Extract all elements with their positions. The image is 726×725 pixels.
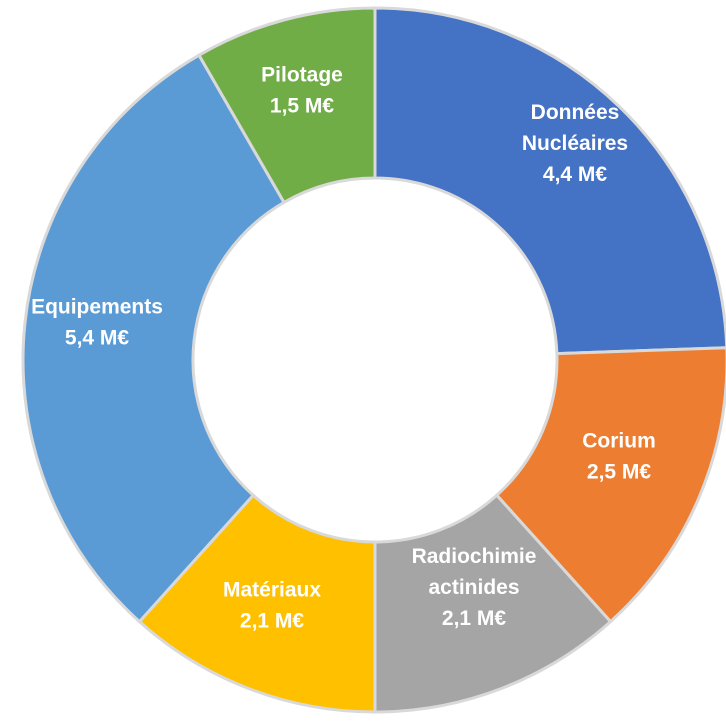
slice-pilotage — [197, 6, 377, 204]
labels-group: Données Nucléaires 4,4 M€ Corium 2,5 M€ Radio… — [31, 64, 656, 633]
slice-corium — [495, 346, 726, 624]
slice-label-line: Corium — [582, 430, 656, 453]
slice-label-line: Equipements — [31, 296, 163, 319]
slice-mat-riaux — [137, 493, 377, 714]
slice-label: Matériaux 2,1 M€ — [223, 579, 321, 633]
slice-label-line: 2,1 M€ — [240, 610, 305, 633]
slice-label: Radiochimie actinides 2,1 M€ — [412, 545, 537, 630]
slice-label: Pilotage 1,5 M€ — [261, 64, 343, 118]
slice-label-line: Données — [531, 101, 620, 124]
slice-label-line: 1,5 M€ — [270, 95, 335, 118]
slice-label-line: 2,1 M€ — [442, 607, 507, 630]
slice-label-line: Nucléaires — [522, 132, 628, 155]
slice-label: Corium 2,5 M€ — [582, 430, 656, 484]
slice-label-line: actinides — [428, 576, 519, 599]
slices-group — [21, 6, 726, 714]
slice-label: Equipements 5,4 M€ — [31, 296, 163, 350]
slice-donn-es-nucl-aires — [373, 6, 726, 356]
slice-label-line: 2,5 M€ — [587, 461, 652, 484]
slice-label-line: 5,4 M€ — [65, 327, 130, 350]
slice-label-line: Radiochimie — [412, 545, 537, 568]
slice-label-line: 4,4 M€ — [543, 163, 608, 186]
slice-label: Données Nucléaires 4,4 M€ — [522, 101, 628, 186]
slice-label-line: Pilotage — [261, 64, 343, 87]
slice-equipements — [21, 53, 286, 624]
slice-radiochimie-actinides — [373, 493, 613, 714]
slice-label-line: Matériaux — [223, 579, 321, 602]
